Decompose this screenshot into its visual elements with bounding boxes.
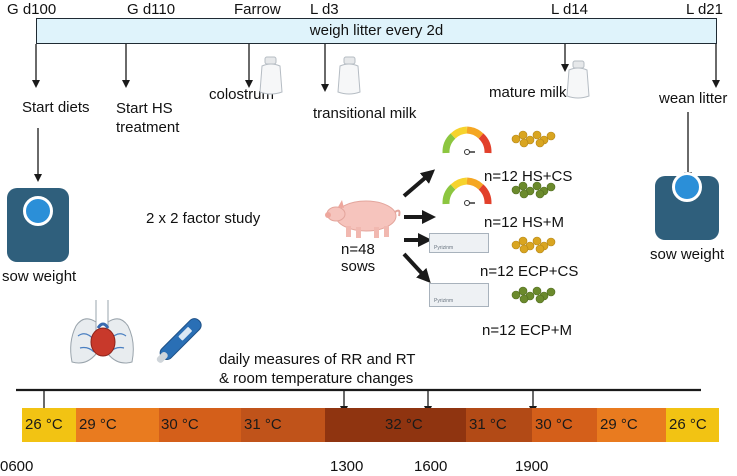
study-label: 2 x 2 factor study — [146, 210, 261, 227]
timeline-label-g-d100: G d100 — [7, 1, 57, 18]
group-label-ecp-cs: n=12 ECP+CS — [480, 263, 579, 280]
temp-segment-label: 29 °C — [79, 416, 117, 433]
temp-segment: 32 °C — [325, 408, 466, 442]
temp-segment-label: 26 °C — [25, 416, 63, 433]
temp-segment: 26 °C — [22, 408, 76, 442]
cooling-device-icon: Pyrizinm — [429, 283, 489, 307]
temp-segment: 26 °C — [666, 408, 719, 442]
temp-segment-label: 32 °C — [385, 416, 423, 433]
scale-dial-right-icon — [672, 172, 702, 202]
sow-scale-right-icon — [655, 172, 719, 240]
corn-soy-pellets-icon — [511, 130, 556, 148]
thermometer-icon — [156, 318, 202, 363]
temp-segment: 30 °C — [159, 408, 241, 442]
time-label-1900: 1900 — [515, 458, 549, 475]
temp-segment: 31 °C — [466, 408, 532, 442]
temp-segment: 29 °C — [597, 408, 666, 442]
lungs-heart-icon — [70, 300, 134, 364]
group-label-hs-m: n=12 HS+M — [484, 214, 565, 231]
timeline-label-l-d14: L d14 — [551, 1, 588, 18]
group-label-hs-cs: n=12 HS+CS — [484, 168, 573, 185]
sows-count-label: n=48 sows — [341, 241, 376, 275]
heat-gauge-icon — [442, 177, 492, 206]
timeline-label-l-d3: L d3 — [310, 1, 339, 18]
scale-dial-left-icon — [23, 196, 53, 226]
mature-milk-bottle-icon — [566, 60, 590, 99]
temp-segment-label: 29 °C — [600, 416, 638, 433]
pig-icon — [325, 200, 401, 238]
device-label: Pyrizinm — [434, 245, 454, 251]
heat-gauge-icon — [442, 126, 492, 155]
temp-segment: 29 °C — [76, 408, 159, 442]
event-start-hs-treatment: Start HS treatment — [116, 100, 180, 136]
event-colostrum: colostrum — [209, 86, 275, 103]
temp-segment-label: 31 °C — [469, 416, 507, 433]
daily-measures-text: daily measures of RR and RT & room tempe… — [219, 351, 416, 387]
timeline-label-farrow: Farrow — [234, 1, 281, 18]
event-transitional-milk: transitional milk — [313, 105, 417, 122]
timeline-label-l-d21: L d21 — [686, 1, 723, 18]
temp-segment: 30 °C — [532, 408, 597, 442]
time-label-0600: 0600 — [0, 458, 34, 475]
timeline-label-g-d110: G d110 — [127, 1, 176, 18]
event-start-diets: Start diets — [22, 99, 90, 116]
colostrum-bottle-icon — [259, 56, 283, 95]
arrow-group-hs-cs — [402, 169, 436, 198]
temp-segment-label: 30 °C — [161, 416, 199, 433]
meal-pellets-icon — [511, 286, 556, 304]
cooling-device-icon: Pyrizinm — [429, 233, 489, 253]
event-mature-milk: mature milk — [489, 84, 567, 101]
corn-soy-pellets-icon — [511, 236, 556, 254]
sow-weight-left-label: sow weight — [2, 268, 77, 285]
banner-text: weigh litter every 2d — [309, 22, 444, 39]
time-label-1600: 1600 — [414, 458, 448, 475]
temp-segment-label: 26 °C — [669, 416, 707, 433]
arrow-group-ecp-m — [402, 252, 431, 283]
temp-segment-label: 31 °C — [244, 416, 282, 433]
group-label-ecp-m: n=12 ECP+M — [482, 322, 573, 339]
temp-segment-label: 30 °C — [535, 416, 573, 433]
time-label-1300: 1300 — [330, 458, 364, 475]
sow-scale-left-icon — [7, 188, 69, 262]
temp-segment: 31 °C — [241, 408, 325, 442]
sow-weight-right-label: sow weight — [650, 246, 725, 263]
weigh-litter-banner: weigh litter every 2d — [36, 18, 717, 44]
event-wean-litter: wean litter — [659, 90, 728, 107]
device-label: Pyrizinm — [434, 298, 454, 304]
transitional-milk-bottle-icon — [337, 56, 361, 95]
meal-pellets-icon — [511, 181, 556, 199]
temperature-bar: 26 °C 29 °C 30 °C 31 °C 32 °C 31 °C 30 °… — [22, 408, 719, 442]
